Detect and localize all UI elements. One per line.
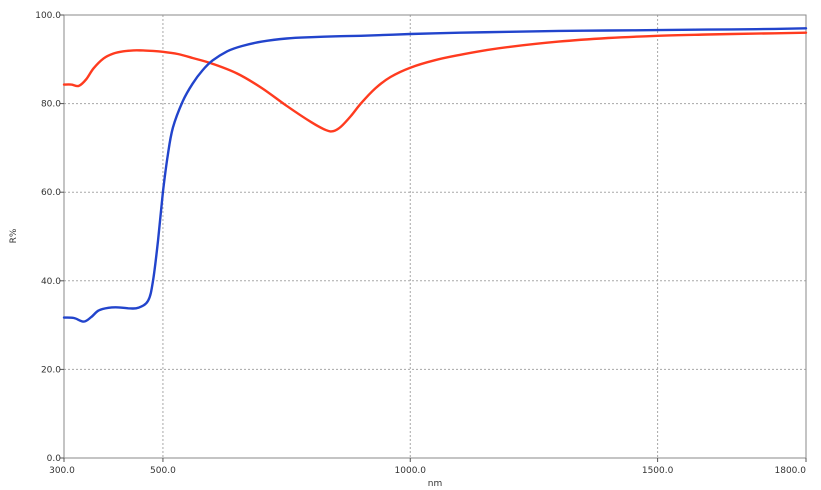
x-tick-label: 300.0 <box>49 466 75 476</box>
x-axis-title: nm <box>428 479 442 489</box>
grid-lines <box>64 15 806 458</box>
x-tick-label: 1800.0 <box>775 466 807 476</box>
y-tick-label: 20.0 <box>41 365 61 375</box>
series-line-2 <box>62 27 808 323</box>
y-tick-label: 0.0 <box>47 454 62 464</box>
y-tick-label: 100.0 <box>35 11 61 21</box>
x-tick-label: 500.0 <box>150 466 176 476</box>
x-tick-label: 1000.0 <box>395 466 427 476</box>
series-layer <box>62 27 808 323</box>
plot-area <box>63 14 807 459</box>
y-tick-label: 80.0 <box>41 100 61 110</box>
series-line-1 <box>62 31 808 133</box>
x-axis: 300.0 500.0 1000.0 1500.0 1800.0 <box>49 458 807 476</box>
y-tick-label: 60.0 <box>41 188 61 198</box>
y-axis: 0.0 20.0 40.0 60.0 80.0 100.0 <box>35 11 64 464</box>
y-tick-label: 40.0 <box>41 277 61 287</box>
y-axis-title: R% <box>9 228 19 243</box>
x-tick-label: 1500.0 <box>642 466 674 476</box>
